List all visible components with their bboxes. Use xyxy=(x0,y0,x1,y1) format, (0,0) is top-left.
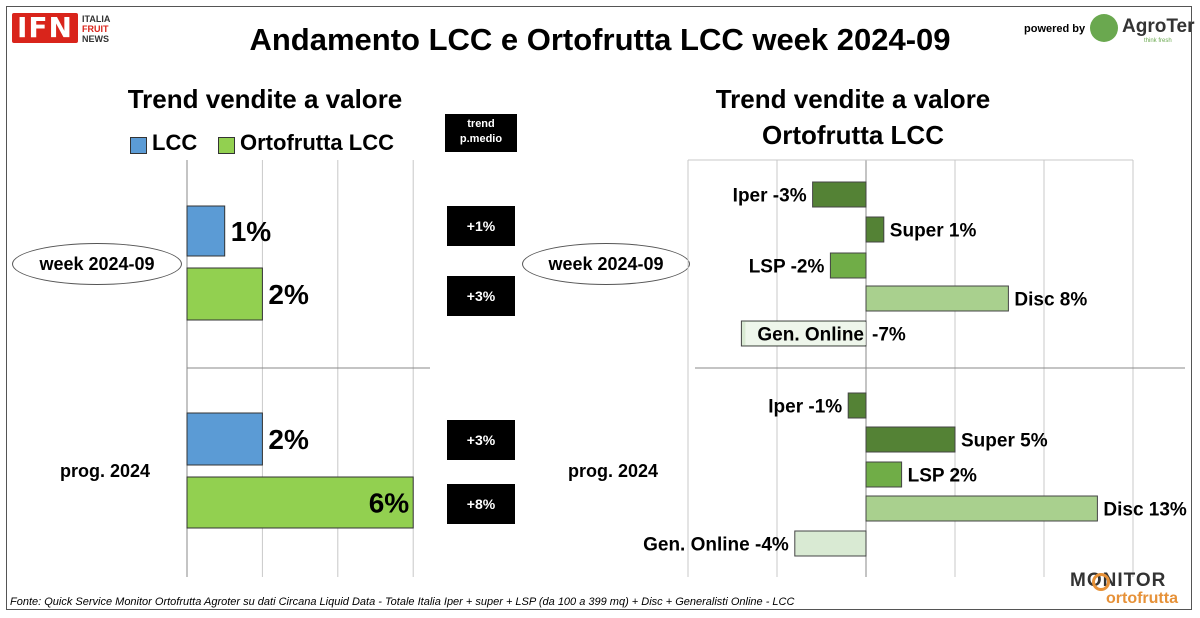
left-bar-label-2: 2% xyxy=(268,424,309,455)
trend-header-line1: trend xyxy=(467,118,495,130)
right-bar-0-3 xyxy=(865,285,1009,312)
right-bar-1-0 xyxy=(847,392,867,419)
left-bar-2 xyxy=(186,412,263,466)
ifn-logo-text: ITALIA FRUIT NEWS xyxy=(82,14,110,44)
legend-label-lcc: LCC xyxy=(152,130,198,155)
right-bar-label-0-3: Disc 8% xyxy=(1014,290,1087,311)
right-bar-1-4 xyxy=(794,530,867,557)
trend-badge-prog-lcc: +3% xyxy=(447,420,515,460)
left-group-label-week: week 2024-09 xyxy=(12,243,182,285)
right-bar-label-1-2: LSP 2% xyxy=(908,466,977,487)
right-bar-label-1-0: Iper -1% xyxy=(768,397,842,418)
right-bar-0-1 xyxy=(865,216,885,243)
left-bar-1 xyxy=(186,267,263,321)
agroter-name: AgroTer xyxy=(1122,16,1195,37)
right-bar-1-3 xyxy=(865,495,1098,522)
monitor-logo-sub: ortofrutta xyxy=(1106,590,1178,607)
right-bar-0-2 xyxy=(829,252,867,279)
right-label-backdrop-0-4 xyxy=(745,322,866,345)
ifn-line1: ITALIA xyxy=(82,14,111,24)
right-bar-1-2 xyxy=(865,461,903,488)
page-title: Andamento LCC e Ortofrutta LCC week 2024… xyxy=(249,22,951,57)
source-footnote: Fonte: Quick Service Monitor Ortofrutta … xyxy=(10,596,795,608)
right-chart-title-line1: Trend vendite a valore xyxy=(715,84,991,114)
trend-header-line2: p.medio xyxy=(459,133,503,145)
right-bar-label-0-0: Iper -3% xyxy=(733,186,807,207)
left-bar-3 xyxy=(186,476,414,529)
monitor-ortofrutta-logo: MONITOR ortofrutta xyxy=(1070,570,1190,612)
right-group-label-week: week 2024-09 xyxy=(522,243,690,285)
left-group-label-prog: prog. 2024 xyxy=(60,461,151,481)
agroter-tagline: think fresh xyxy=(1144,38,1172,44)
monitor-logo-word: MONITOR xyxy=(1070,570,1167,591)
powered-by-label: powered by xyxy=(1024,23,1086,35)
ifn-line3: NEWS xyxy=(82,34,109,44)
legend-swatch-ortofrutta xyxy=(218,137,235,154)
left-bar-label-1: 2% xyxy=(268,279,309,310)
left-bar-0 xyxy=(186,205,226,257)
right-bar-0-0 xyxy=(812,181,867,208)
magnifier-icon xyxy=(1092,573,1110,591)
trend-badge-week-ortofrutta: +3% xyxy=(447,276,515,316)
trend-badge-prog-ortofrutta: +8% xyxy=(447,484,515,524)
right-bar-label-1-3: Disc 13% xyxy=(1103,500,1187,521)
right-bar-1-1 xyxy=(865,426,956,453)
agroter-logo: AgroTer think fresh xyxy=(1090,10,1194,50)
left-bar-label-3: 6% xyxy=(369,488,410,519)
right-bar-label-0-1: Super 1% xyxy=(890,221,977,242)
agroter-leaf-icon xyxy=(1090,14,1118,42)
ifn-line2: FRUIT xyxy=(82,24,109,34)
left-chart-title: Trend vendite a valore xyxy=(127,84,403,114)
left-bar-label-0: 1% xyxy=(231,216,272,247)
legend-swatch-lcc xyxy=(130,137,147,154)
trend-badge-week-lcc: +1% xyxy=(447,206,515,246)
right-bar-label-1-1: Super 5% xyxy=(961,431,1048,452)
right-bar-value-0-4: -7% xyxy=(872,325,906,346)
trend-header: trend p.medio xyxy=(445,114,517,152)
ifn-logo: IFN ITALIA FRUIT NEWS xyxy=(12,11,120,47)
right-bar-label-0-4: Gen. Online xyxy=(757,325,864,346)
legend-label-ortofrutta: Ortofrutta LCC xyxy=(240,130,394,155)
ifn-logo-mark: IFN xyxy=(12,13,78,43)
right-chart-title-line2: Ortofrutta LCC xyxy=(762,120,944,150)
right-bar-label-0-2: LSP -2% xyxy=(749,257,825,278)
right-bar-label-1-4: Gen. Online -4% xyxy=(643,535,789,556)
chart-frame xyxy=(6,6,1192,610)
right-group-label-prog: prog. 2024 xyxy=(568,461,659,481)
